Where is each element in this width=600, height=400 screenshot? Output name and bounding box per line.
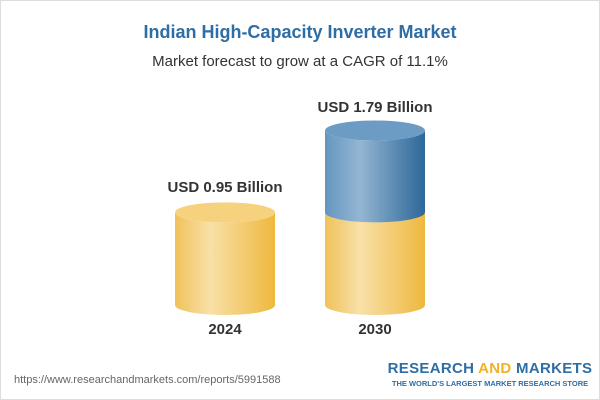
research-and-markets-logo: RESEARCH AND MARKETS THE WORLD'S LARGEST… (385, 360, 595, 388)
data-label-2030: USD 1.79 Billion (317, 99, 432, 116)
bar-2030-base (325, 212, 425, 315)
bar-2030-growth-top (325, 120, 425, 141)
chart-subtitle: Market forecast to grow at a CAGR of 11.… (152, 53, 448, 70)
x-label-2024: 2024 (208, 321, 242, 338)
x-label-2030: 2030 (358, 321, 391, 338)
bar-2030-growth (325, 130, 425, 223)
logo-tagline: THE WORLD'S LARGEST MARKET RESEARCH STOR… (391, 379, 589, 388)
data-label-2024: USD 0.95 Billion (167, 179, 282, 196)
bar-2024-top (175, 202, 275, 223)
logo-text-and: AND (478, 360, 512, 377)
logo-text: RESEARCH (387, 360, 479, 377)
logo-text-markets: MARKETS (511, 360, 593, 377)
bar-2024 (175, 212, 275, 315)
source-url[interactable]: https://www.researchandmarkets.com/repor… (14, 374, 281, 386)
chart-title: Indian High-Capacity Inverter Market (143, 22, 457, 42)
